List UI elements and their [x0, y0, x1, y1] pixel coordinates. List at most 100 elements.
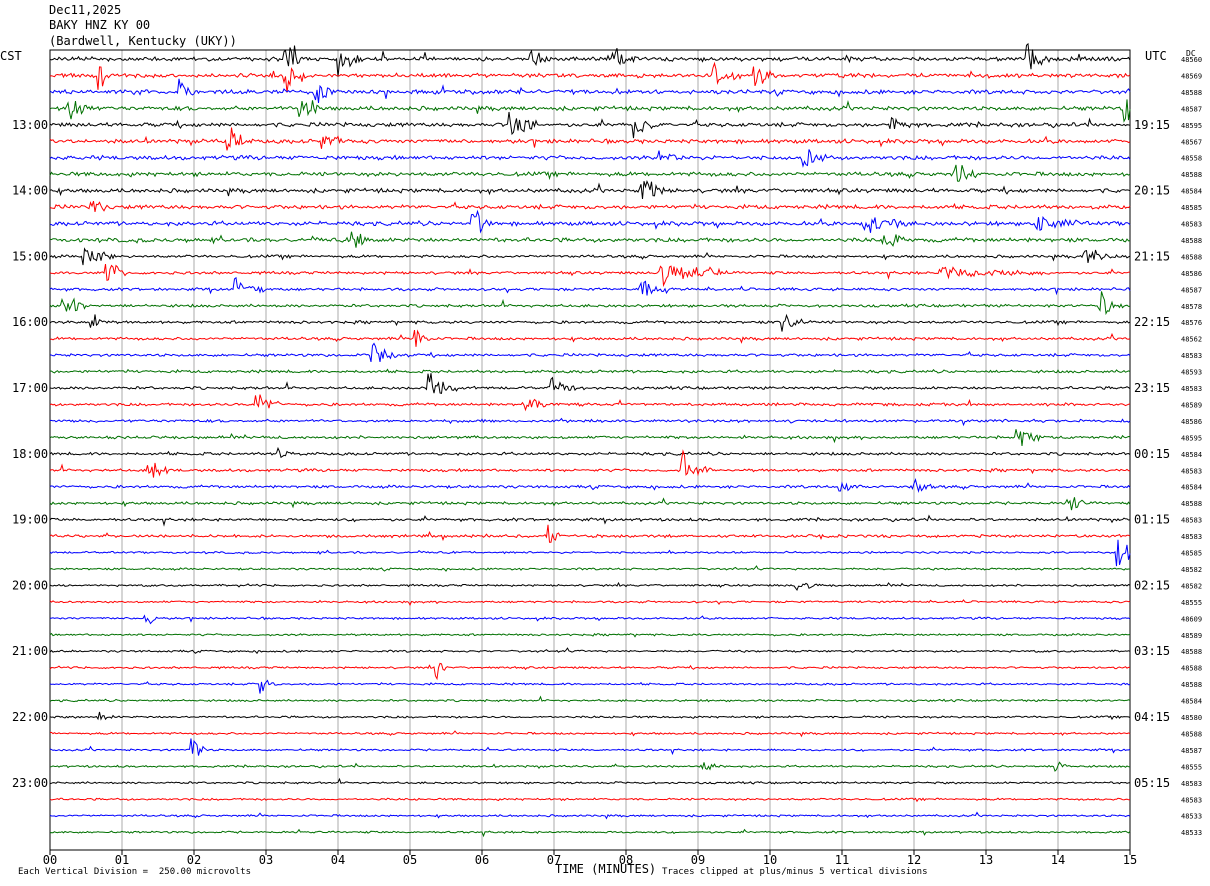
right-hour-label: 20:15 — [1134, 184, 1170, 198]
seismic-trace — [49, 99, 1131, 123]
seismic-trace — [49, 78, 1131, 103]
dc-offset-label: 48584 — [1181, 451, 1202, 459]
dc-offset-label: 48558 — [1181, 155, 1202, 163]
x-tick-label: 14 — [1051, 853, 1065, 867]
dc-offset-label: 48560 — [1181, 56, 1202, 64]
dc-offset-label: 48586 — [1181, 418, 1202, 426]
seismic-trace — [49, 477, 1131, 493]
seismic-trace — [49, 449, 1131, 478]
x-tick-label: 10 — [763, 853, 777, 867]
dc-offset-label: 48584 — [1181, 188, 1202, 196]
x-tick-label: 08 — [619, 853, 633, 867]
x-tick-label: 07 — [547, 853, 561, 867]
left-hour-label: 19:00 — [12, 513, 48, 527]
dc-offset-label: 48589 — [1181, 401, 1202, 409]
dc-offset-label: 48588 — [1181, 253, 1202, 261]
left-hour-label: 17:00 — [12, 381, 48, 395]
seismic-trace — [49, 647, 1131, 655]
seismic-trace — [49, 828, 1131, 838]
left-hour-label: 18:00 — [12, 447, 48, 461]
seismic-trace — [49, 565, 1130, 572]
right-hour-label: 05:15 — [1134, 776, 1170, 790]
dc-offset-label: 48588 — [1181, 665, 1202, 673]
station-code: BAKY HNZ KY 00 — [49, 18, 151, 32]
seismic-trace — [49, 514, 1131, 527]
dc-offset-label: 48589 — [1181, 632, 1202, 640]
dc-offset-label: 48569 — [1181, 72, 1202, 80]
seismic-trace — [49, 313, 1131, 332]
seismic-trace — [49, 111, 1131, 139]
seismic-trace — [49, 761, 1131, 772]
seismic-trace — [49, 417, 1131, 427]
dc-offset-label: 48588 — [1181, 500, 1202, 508]
x-tick-label: 09 — [691, 853, 705, 867]
seismic-trace — [49, 539, 1131, 567]
right-hour-label: 01:15 — [1134, 513, 1170, 527]
scale-note: Each Vertical Division = 250.00 microvol… — [18, 867, 251, 877]
dc-offset-label: 48587 — [1181, 105, 1202, 113]
station-location: (Bardwell, Kentucky (UKY)) — [49, 34, 237, 48]
seismic-trace — [49, 342, 1131, 363]
x-tick-label: 00 — [43, 853, 57, 867]
right-hour-label: 22:15 — [1134, 315, 1170, 329]
seismic-trace — [49, 164, 1131, 182]
seismic-trace — [49, 777, 1131, 785]
left-hour-label: 21:00 — [12, 644, 48, 658]
seismic-trace — [49, 329, 1131, 347]
left-timezone: CST — [0, 49, 22, 63]
right-hour-label: 03:15 — [1134, 644, 1170, 658]
x-axis-label: TIME (MINUTES) — [555, 862, 657, 876]
dc-offset-label: 48583 — [1181, 467, 1202, 475]
right-hour-label: 00:15 — [1134, 447, 1170, 461]
seismic-trace — [49, 524, 1131, 543]
seismic-trace — [49, 264, 1131, 288]
dc-offset-label: 48587 — [1181, 286, 1202, 294]
dc-offset-label: 48582 — [1181, 582, 1202, 590]
right-hour-label: 23:15 — [1134, 381, 1170, 395]
right-hour-label: 04:15 — [1134, 710, 1170, 724]
seismic-trace — [49, 497, 1131, 511]
seismic-trace — [49, 42, 1131, 77]
seismic-trace — [49, 200, 1131, 212]
dc-offset-label: 48583 — [1181, 385, 1202, 393]
x-tick-label: 12 — [907, 853, 921, 867]
seismic-trace — [49, 149, 1131, 168]
right-hour-label: 19:15 — [1134, 118, 1170, 132]
dc-offset-label: 48583 — [1181, 221, 1202, 229]
dc-offset-label: 48533 — [1181, 829, 1202, 837]
x-tick-label: 13 — [979, 853, 993, 867]
dc-offset-label: 48588 — [1181, 681, 1202, 689]
dc-offset-label: 48584 — [1181, 698, 1202, 706]
seismic-trace — [49, 730, 1131, 738]
left-hour-label: 22:00 — [12, 710, 48, 724]
dc-offset-label: 48585 — [1181, 550, 1202, 558]
dc-offset-label: 48583 — [1181, 796, 1202, 804]
left-hour-label: 20:00 — [12, 578, 48, 592]
dc-offset-label: 48584 — [1181, 484, 1202, 492]
dc-offset-label: 48580 — [1181, 714, 1202, 722]
seismic-trace — [49, 711, 1131, 721]
seismic-trace — [49, 209, 1131, 234]
seismic-trace — [49, 276, 1131, 296]
x-tick-label: 01 — [115, 853, 129, 867]
dc-offset-label: 48533 — [1181, 813, 1202, 821]
x-tick-label: 05 — [403, 853, 417, 867]
dc-offset-label: 48567 — [1181, 138, 1202, 146]
seismic-trace — [49, 614, 1131, 625]
dc-offset-label: 48585 — [1181, 204, 1202, 212]
seismic-trace — [49, 231, 1131, 248]
seismic-trace — [49, 429, 1131, 446]
dc-offset-label: 48609 — [1181, 615, 1202, 623]
dc-offset-label: 48595 — [1181, 122, 1202, 130]
dc-label: DC — [1186, 49, 1196, 58]
dc-offset-label: 48576 — [1181, 319, 1202, 327]
right-timezone: UTC — [1145, 49, 1167, 63]
x-tick-label: 06 — [475, 853, 489, 867]
x-tick-label: 03 — [259, 853, 273, 867]
dc-offset-label: 48588 — [1181, 171, 1202, 179]
seismic-trace — [49, 180, 1131, 200]
left-hour-label: 23:00 — [12, 776, 48, 790]
dc-offset-label: 48555 — [1181, 763, 1202, 771]
dc-offset-label: 48578 — [1181, 303, 1202, 311]
seismic-trace — [49, 662, 1131, 681]
